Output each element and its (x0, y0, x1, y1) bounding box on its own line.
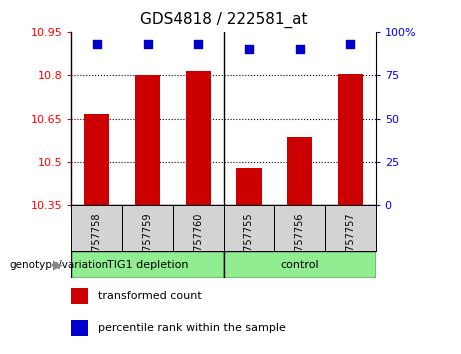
Text: GSM757759: GSM757759 (142, 212, 153, 272)
Text: genotype/variation: genotype/variation (9, 259, 108, 270)
Point (245, 46, 253, 52)
Text: TIG1 depletion: TIG1 depletion (107, 259, 188, 270)
Point (347, 41, 354, 47)
Point (144, 41, 151, 47)
Title: GDS4818 / 222581_at: GDS4818 / 222581_at (140, 12, 307, 28)
Text: GSM757758: GSM757758 (92, 212, 102, 272)
Bar (325, 205, 376, 251)
Bar (71, 288, 88, 304)
Bar (71, 251, 224, 278)
Text: ▶: ▶ (53, 258, 62, 271)
Text: GSM757755: GSM757755 (244, 212, 254, 272)
Bar (135, 75, 160, 205)
Bar (224, 251, 376, 278)
Bar (71, 320, 88, 336)
Point (296, 46, 303, 52)
Bar (173, 205, 224, 251)
Bar (71, 205, 122, 251)
Text: GSM757760: GSM757760 (193, 212, 203, 272)
Bar (224, 205, 274, 251)
Text: GSM757757: GSM757757 (345, 212, 355, 272)
Text: percentile rank within the sample: percentile rank within the sample (98, 323, 285, 333)
Text: GSM757756: GSM757756 (295, 212, 305, 272)
Bar (185, 71, 211, 205)
Point (93, 41, 100, 47)
Bar (337, 74, 363, 205)
Bar (287, 137, 313, 205)
Bar (274, 205, 325, 251)
Bar (122, 205, 173, 251)
Text: control: control (280, 259, 319, 270)
Bar (84, 114, 110, 205)
Point (195, 41, 202, 47)
Bar (236, 168, 262, 205)
Text: transformed count: transformed count (98, 291, 201, 301)
